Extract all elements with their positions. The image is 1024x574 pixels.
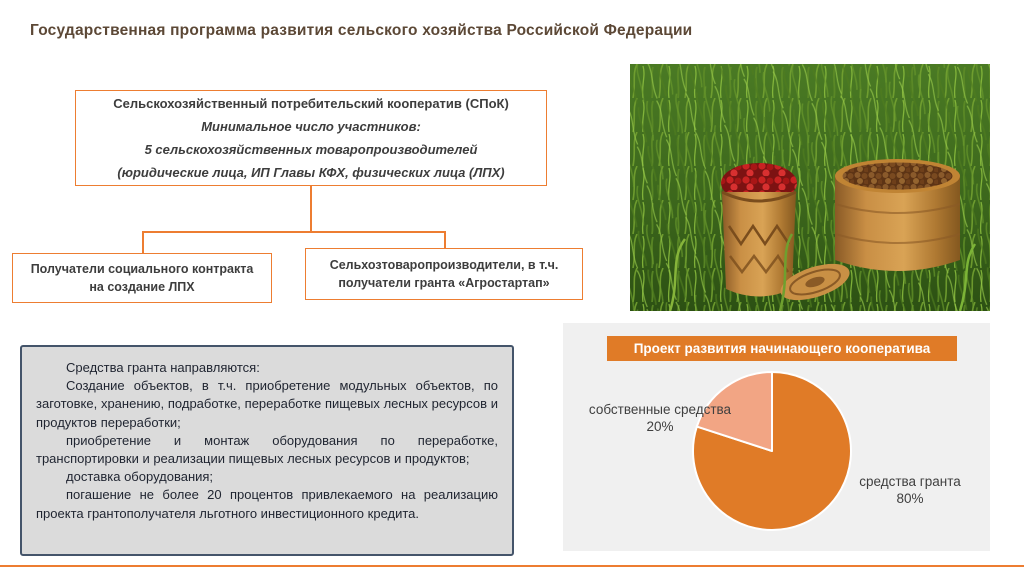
grant-info-line: погашение не более 20 процентов привлека… — [36, 487, 498, 521]
pie-label-own-funds-pct: 20% — [646, 419, 674, 434]
grant-info-line: доставка оборудования; — [66, 469, 214, 485]
pie-label-grant-funds-pct: 80% — [896, 491, 924, 506]
lid — [780, 263, 850, 301]
grant-info-box: Средства гранта направляются: Создание о… — [20, 345, 514, 556]
photo-berries-and-pine-nuts — [630, 64, 990, 311]
page-title: Государственная программа развития сельс… — [30, 22, 693, 39]
nut-container — [834, 159, 961, 271]
grant-info-line: Средства гранта направляются: — [66, 360, 260, 375]
flowchart-child-lph-box: Получатели социального контракта на созд… — [12, 253, 272, 303]
pie-label-own-funds: собственные средства 20% — [575, 401, 745, 435]
chart-panel: Проект развития начинающего кооператива … — [563, 323, 990, 551]
connector-drop-right — [444, 231, 446, 248]
bottom-accent-rule — [0, 564, 1024, 567]
flowchart-root-box: Сельскохозяйственный потребительский коо… — [75, 90, 547, 186]
flowchart-child-agrostartap-box: Сельхозтоваропроизводители, в т.ч. получ… — [305, 248, 583, 300]
pie-label-grant-funds-text: средства гранта — [859, 474, 961, 489]
root-line-4: (юридические лица, ИП Главы КФХ, физичес… — [117, 165, 505, 180]
pie-slice-own-funds — [695, 371, 773, 452]
connector-root-stub — [310, 186, 312, 233]
berry-container — [721, 163, 797, 297]
child-agrostartap-label: Сельхозтоваропроизводители, в т.ч. получ… — [329, 258, 559, 290]
connector-drop-left — [142, 231, 144, 253]
root-line-1: Сельскохозяйственный потребительский коо… — [113, 96, 509, 111]
child-lph-label: Получатели социального контракта на созд… — [30, 262, 254, 294]
pie-label-grant-funds: средства гранта 80% — [835, 473, 985, 507]
pie-label-own-funds-text: собственные средства — [588, 402, 732, 417]
grant-info-line: приобретение и монтаж оборудования по пе… — [36, 432, 498, 466]
pie-chart — [692, 371, 852, 531]
connector-horizontal — [142, 231, 446, 233]
grant-info-line: Создание объектов, в т.ч. приобретение м… — [36, 378, 498, 430]
root-line-3: 5 сельскохозяйственных товаропроизводите… — [144, 142, 478, 157]
chart-title: Проект развития начинающего кооператива — [607, 336, 957, 361]
root-line-2: Минимальное число участников: — [201, 119, 421, 134]
